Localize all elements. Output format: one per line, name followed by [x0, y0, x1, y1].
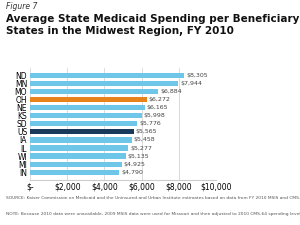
Bar [30, 129, 134, 135]
Bar [30, 137, 131, 143]
Text: $5,776: $5,776 [140, 121, 161, 126]
Text: $4,925: $4,925 [124, 162, 146, 167]
Text: NOTE: Because 2010 data were unavailable, 2009 MSIS data were used for Missouri : NOTE: Because 2010 data were unavailable… [6, 212, 300, 216]
Bar [30, 145, 128, 151]
Text: $5,998: $5,998 [144, 113, 166, 118]
Text: $5,565: $5,565 [136, 129, 157, 134]
Bar [30, 153, 125, 159]
Text: $6,884: $6,884 [160, 89, 182, 94]
Text: $5,277: $5,277 [130, 146, 152, 151]
Text: $5,135: $5,135 [128, 154, 149, 159]
Bar [30, 170, 119, 175]
Text: Figure 7: Figure 7 [6, 2, 38, 11]
Text: $7,944: $7,944 [180, 81, 202, 86]
Text: $4,790: $4,790 [121, 170, 143, 175]
Bar [30, 81, 178, 86]
Bar [30, 121, 137, 126]
Bar [30, 73, 184, 78]
Text: SOURCE: Kaiser Commission on Medicaid and the Uninsured and Urban Institute esti: SOURCE: Kaiser Commission on Medicaid an… [6, 196, 300, 200]
Bar [30, 162, 122, 167]
Bar [30, 89, 158, 94]
Text: $6,165: $6,165 [147, 105, 168, 110]
Text: $8,305: $8,305 [187, 73, 208, 78]
Text: Average State Medicaid Spending per Beneficiary Among
States in the Midwest Regi: Average State Medicaid Spending per Bene… [6, 14, 300, 36]
Bar [30, 97, 147, 102]
Text: $5,458: $5,458 [134, 137, 155, 142]
Bar [30, 105, 145, 110]
Text: $6,272: $6,272 [149, 97, 171, 102]
Bar [30, 113, 142, 118]
